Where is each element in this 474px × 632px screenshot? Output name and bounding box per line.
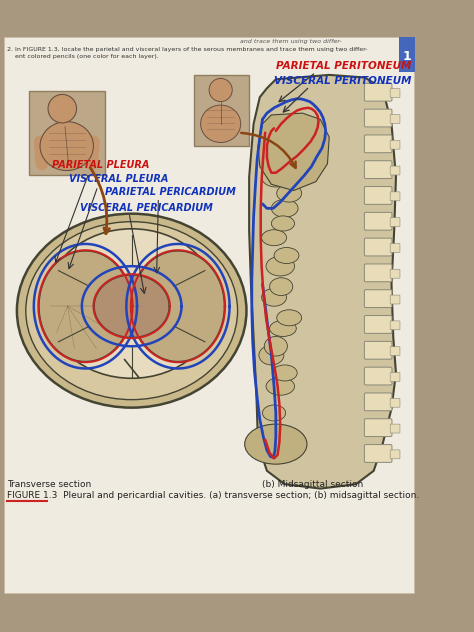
FancyBboxPatch shape (365, 315, 392, 333)
Ellipse shape (270, 277, 293, 296)
Text: PARIETAL PLEURA: PARIETAL PLEURA (52, 161, 149, 170)
Bar (194, 75, 249, 146)
FancyBboxPatch shape (365, 264, 392, 282)
FancyBboxPatch shape (365, 186, 392, 204)
FancyBboxPatch shape (390, 295, 400, 304)
Text: Transverse section: Transverse section (7, 480, 91, 489)
FancyBboxPatch shape (390, 243, 400, 252)
Polygon shape (132, 251, 224, 362)
Polygon shape (94, 275, 169, 337)
Text: VISCERAL PERICARDIUM: VISCERAL PERICARDIUM (80, 203, 213, 213)
FancyBboxPatch shape (390, 321, 400, 330)
Ellipse shape (45, 229, 219, 379)
Ellipse shape (201, 105, 241, 142)
Ellipse shape (273, 156, 296, 172)
Bar (399, 37, 415, 72)
FancyBboxPatch shape (365, 212, 392, 230)
FancyBboxPatch shape (365, 161, 392, 178)
Text: PARIETAL PERICARDIUM: PARIETAL PERICARDIUM (105, 187, 236, 197)
Ellipse shape (262, 229, 286, 246)
FancyBboxPatch shape (390, 398, 400, 407)
Text: VISCERAL PLEURA: VISCERAL PLEURA (69, 174, 169, 184)
Text: (b) Midsagittal section: (b) Midsagittal section (263, 480, 364, 489)
Text: ent colored pencils (one color for each layer).: ent colored pencils (one color for each … (7, 54, 159, 59)
FancyBboxPatch shape (390, 140, 400, 149)
FancyBboxPatch shape (390, 88, 400, 97)
FancyBboxPatch shape (390, 166, 400, 175)
FancyBboxPatch shape (365, 238, 392, 256)
FancyBboxPatch shape (365, 444, 392, 463)
FancyBboxPatch shape (390, 192, 400, 201)
Polygon shape (39, 251, 132, 362)
Ellipse shape (245, 424, 307, 464)
Ellipse shape (272, 216, 294, 231)
FancyBboxPatch shape (390, 450, 400, 459)
Ellipse shape (264, 336, 287, 356)
Ellipse shape (259, 345, 284, 365)
Ellipse shape (262, 288, 286, 307)
Ellipse shape (266, 377, 294, 395)
FancyBboxPatch shape (390, 347, 400, 356)
FancyBboxPatch shape (365, 83, 392, 101)
Ellipse shape (272, 200, 298, 217)
FancyBboxPatch shape (365, 289, 392, 308)
FancyBboxPatch shape (365, 367, 392, 385)
Ellipse shape (277, 310, 301, 325)
Text: FIGURE 1.3  Pleural and pericardial cavities. (a) transverse section; (b) midsag: FIGURE 1.3 Pleural and pericardial cavit… (7, 491, 419, 501)
Text: VISCERAL PERITONEUM: VISCERAL PERITONEUM (274, 76, 411, 86)
Ellipse shape (272, 365, 297, 381)
FancyBboxPatch shape (390, 424, 400, 433)
Ellipse shape (263, 405, 286, 421)
Ellipse shape (270, 320, 296, 336)
Text: PARIETAL PERITONEUM: PARIETAL PERITONEUM (276, 61, 411, 71)
PathPatch shape (249, 75, 396, 489)
PathPatch shape (258, 113, 329, 190)
Ellipse shape (26, 222, 237, 399)
Circle shape (209, 78, 232, 102)
Ellipse shape (274, 248, 299, 264)
Ellipse shape (277, 185, 301, 202)
Text: 2. In FIGURE 1.3, locate the parietal and visceral layers of the serous membrane: 2. In FIGURE 1.3, locate the parietal an… (7, 47, 368, 52)
FancyBboxPatch shape (365, 109, 392, 127)
Circle shape (48, 94, 76, 123)
Ellipse shape (266, 257, 294, 276)
FancyBboxPatch shape (390, 217, 400, 227)
FancyBboxPatch shape (390, 372, 400, 381)
FancyBboxPatch shape (365, 135, 392, 153)
FancyBboxPatch shape (390, 114, 400, 123)
Ellipse shape (40, 121, 93, 171)
Ellipse shape (17, 214, 246, 408)
FancyBboxPatch shape (365, 393, 392, 411)
FancyBboxPatch shape (365, 341, 392, 359)
Bar (29, 91, 105, 176)
Ellipse shape (262, 167, 290, 187)
FancyBboxPatch shape (390, 269, 400, 278)
Text: 1: 1 (402, 50, 411, 63)
Text: and trace them using two differ-: and trace them using two differ- (240, 39, 342, 44)
FancyBboxPatch shape (365, 419, 392, 437)
